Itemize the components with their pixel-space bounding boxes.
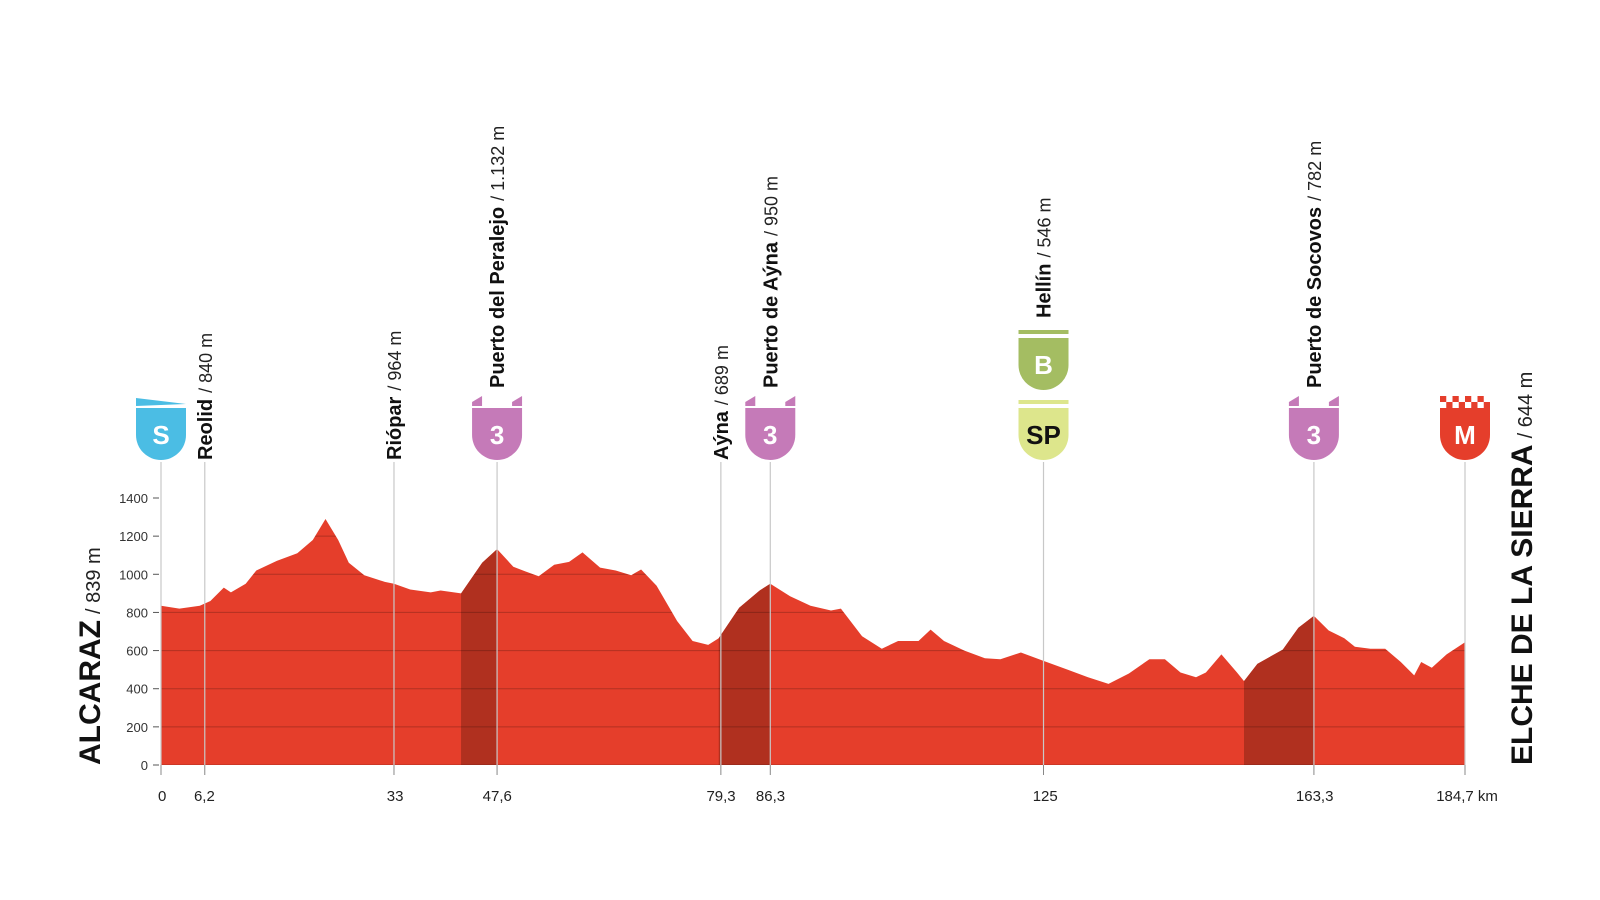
start-label: ALCARAZ / 839 m <box>74 547 107 765</box>
icon: B <box>1018 330 1069 390</box>
icon: M <box>1440 396 1490 460</box>
waypoint-label-altitude: / 964 m <box>385 331 405 391</box>
climb-section <box>718 519 771 765</box>
x-tick-label: 0 <box>158 788 166 805</box>
icon: S <box>136 398 186 460</box>
x-tick-label: 163,3 <box>1296 788 1334 805</box>
icon-label: 3 <box>763 420 777 450</box>
waypoint-label: Puerto de Socovos / 782 m <box>1304 141 1326 388</box>
icon-label: SP <box>1026 420 1061 450</box>
x-tick-label: 6,2 <box>194 788 215 805</box>
waypoint-label-altitude: / 782 m <box>1305 141 1325 201</box>
waypoint-label-name: Puerto de Aýna <box>760 241 782 388</box>
waypoint-label: Hellín / 546 m <box>1034 198 1056 318</box>
waypoint-label: Riópar / 964 m <box>384 331 406 460</box>
icon-label: B <box>1034 350 1053 380</box>
icon-shield <box>136 408 186 460</box>
waypoint-label-name: Reolid <box>195 399 217 460</box>
icon-bar <box>1018 330 1069 334</box>
icon-tabs <box>1288 396 1339 406</box>
y-tick-label: 800 <box>126 605 148 620</box>
icon-label: 3 <box>490 420 504 450</box>
x-tick-label: 33 <box>387 788 404 805</box>
icon-checker <box>1483 402 1490 408</box>
icon-flag <box>136 398 186 406</box>
icon-shield <box>1018 408 1069 460</box>
y-tick-label: 1400 <box>119 491 148 506</box>
icon-checker <box>1471 402 1478 408</box>
climb-section <box>1244 519 1314 765</box>
y-tick-label: 1200 <box>119 529 148 544</box>
icon-checker <box>1446 402 1453 408</box>
icon-label: S <box>152 420 169 450</box>
icon-label: M <box>1454 420 1476 450</box>
x-tick-label: 86,3 <box>756 788 785 805</box>
icon-shield <box>472 408 523 461</box>
icon-label: 3 <box>1307 420 1321 450</box>
waypoint-label-name: Puerto del Peralejo <box>487 207 509 388</box>
waypoint-label-name: Hellín <box>1034 264 1056 318</box>
waypoint-label: Reolid / 840 m <box>195 333 217 460</box>
waypoint-label-name: Aýna <box>711 410 733 460</box>
finish-label: ELCHE DE LA SIERRA / 644 m <box>1506 372 1539 765</box>
x-tick-label: 47,6 <box>483 788 512 805</box>
icon: SP <box>1018 400 1069 460</box>
icon-bar <box>1018 400 1069 404</box>
y-tick-label: 200 <box>126 720 148 735</box>
waypoint-label: Puerto del Peralejo / 1.132 m <box>487 126 509 388</box>
waypoint-label-name: Puerto de Socovos <box>1304 207 1326 388</box>
climb-section <box>461 519 498 765</box>
icon-shield <box>1018 338 1069 390</box>
icon: 3 <box>745 396 796 460</box>
icon: 3 <box>1288 396 1339 460</box>
waypoint-label-altitude: / 1.132 m <box>488 126 508 201</box>
waypoint-label-altitude: / 950 m <box>761 176 781 236</box>
icon-checker <box>1440 396 1447 402</box>
finish-altitude: / 644 m <box>1515 372 1537 439</box>
start-altitude: / 839 m <box>83 547 105 614</box>
waypoint-label-altitude: / 546 m <box>1035 198 1055 258</box>
finish-name: ELCHE DE LA SIERRA <box>1506 444 1539 765</box>
x-tick-label: 125 <box>1033 788 1058 805</box>
icon-checker <box>1458 402 1465 408</box>
waypoint-label: Aýna / 689 m <box>711 345 733 460</box>
x-tick-label: 184,7 km <box>1436 788 1498 805</box>
start-name: ALCARAZ <box>74 620 107 765</box>
waypoint-label-name: Riópar <box>384 396 406 460</box>
icon-shield <box>1440 408 1490 460</box>
icon-tabs <box>472 396 523 406</box>
icon-checker <box>1477 396 1484 402</box>
icon: 3 <box>472 396 523 461</box>
y-tick-label: 1000 <box>119 567 148 582</box>
waypoint-label: Puerto de Aýna / 950 m <box>760 176 782 388</box>
icon-checker <box>1452 396 1459 402</box>
y-tick-label: 600 <box>126 644 148 659</box>
y-tick-label: 0 <box>141 758 148 773</box>
waypoint-label-altitude: / 689 m <box>712 345 732 405</box>
icon-checker <box>1465 396 1472 402</box>
waypoint-label-altitude: / 840 m <box>196 333 216 393</box>
icon-shield <box>745 408 796 460</box>
y-tick-label: 400 <box>126 682 148 697</box>
icon-shield <box>1288 408 1339 460</box>
icon-tabs <box>745 396 796 406</box>
x-tick-label: 79,3 <box>706 788 735 805</box>
